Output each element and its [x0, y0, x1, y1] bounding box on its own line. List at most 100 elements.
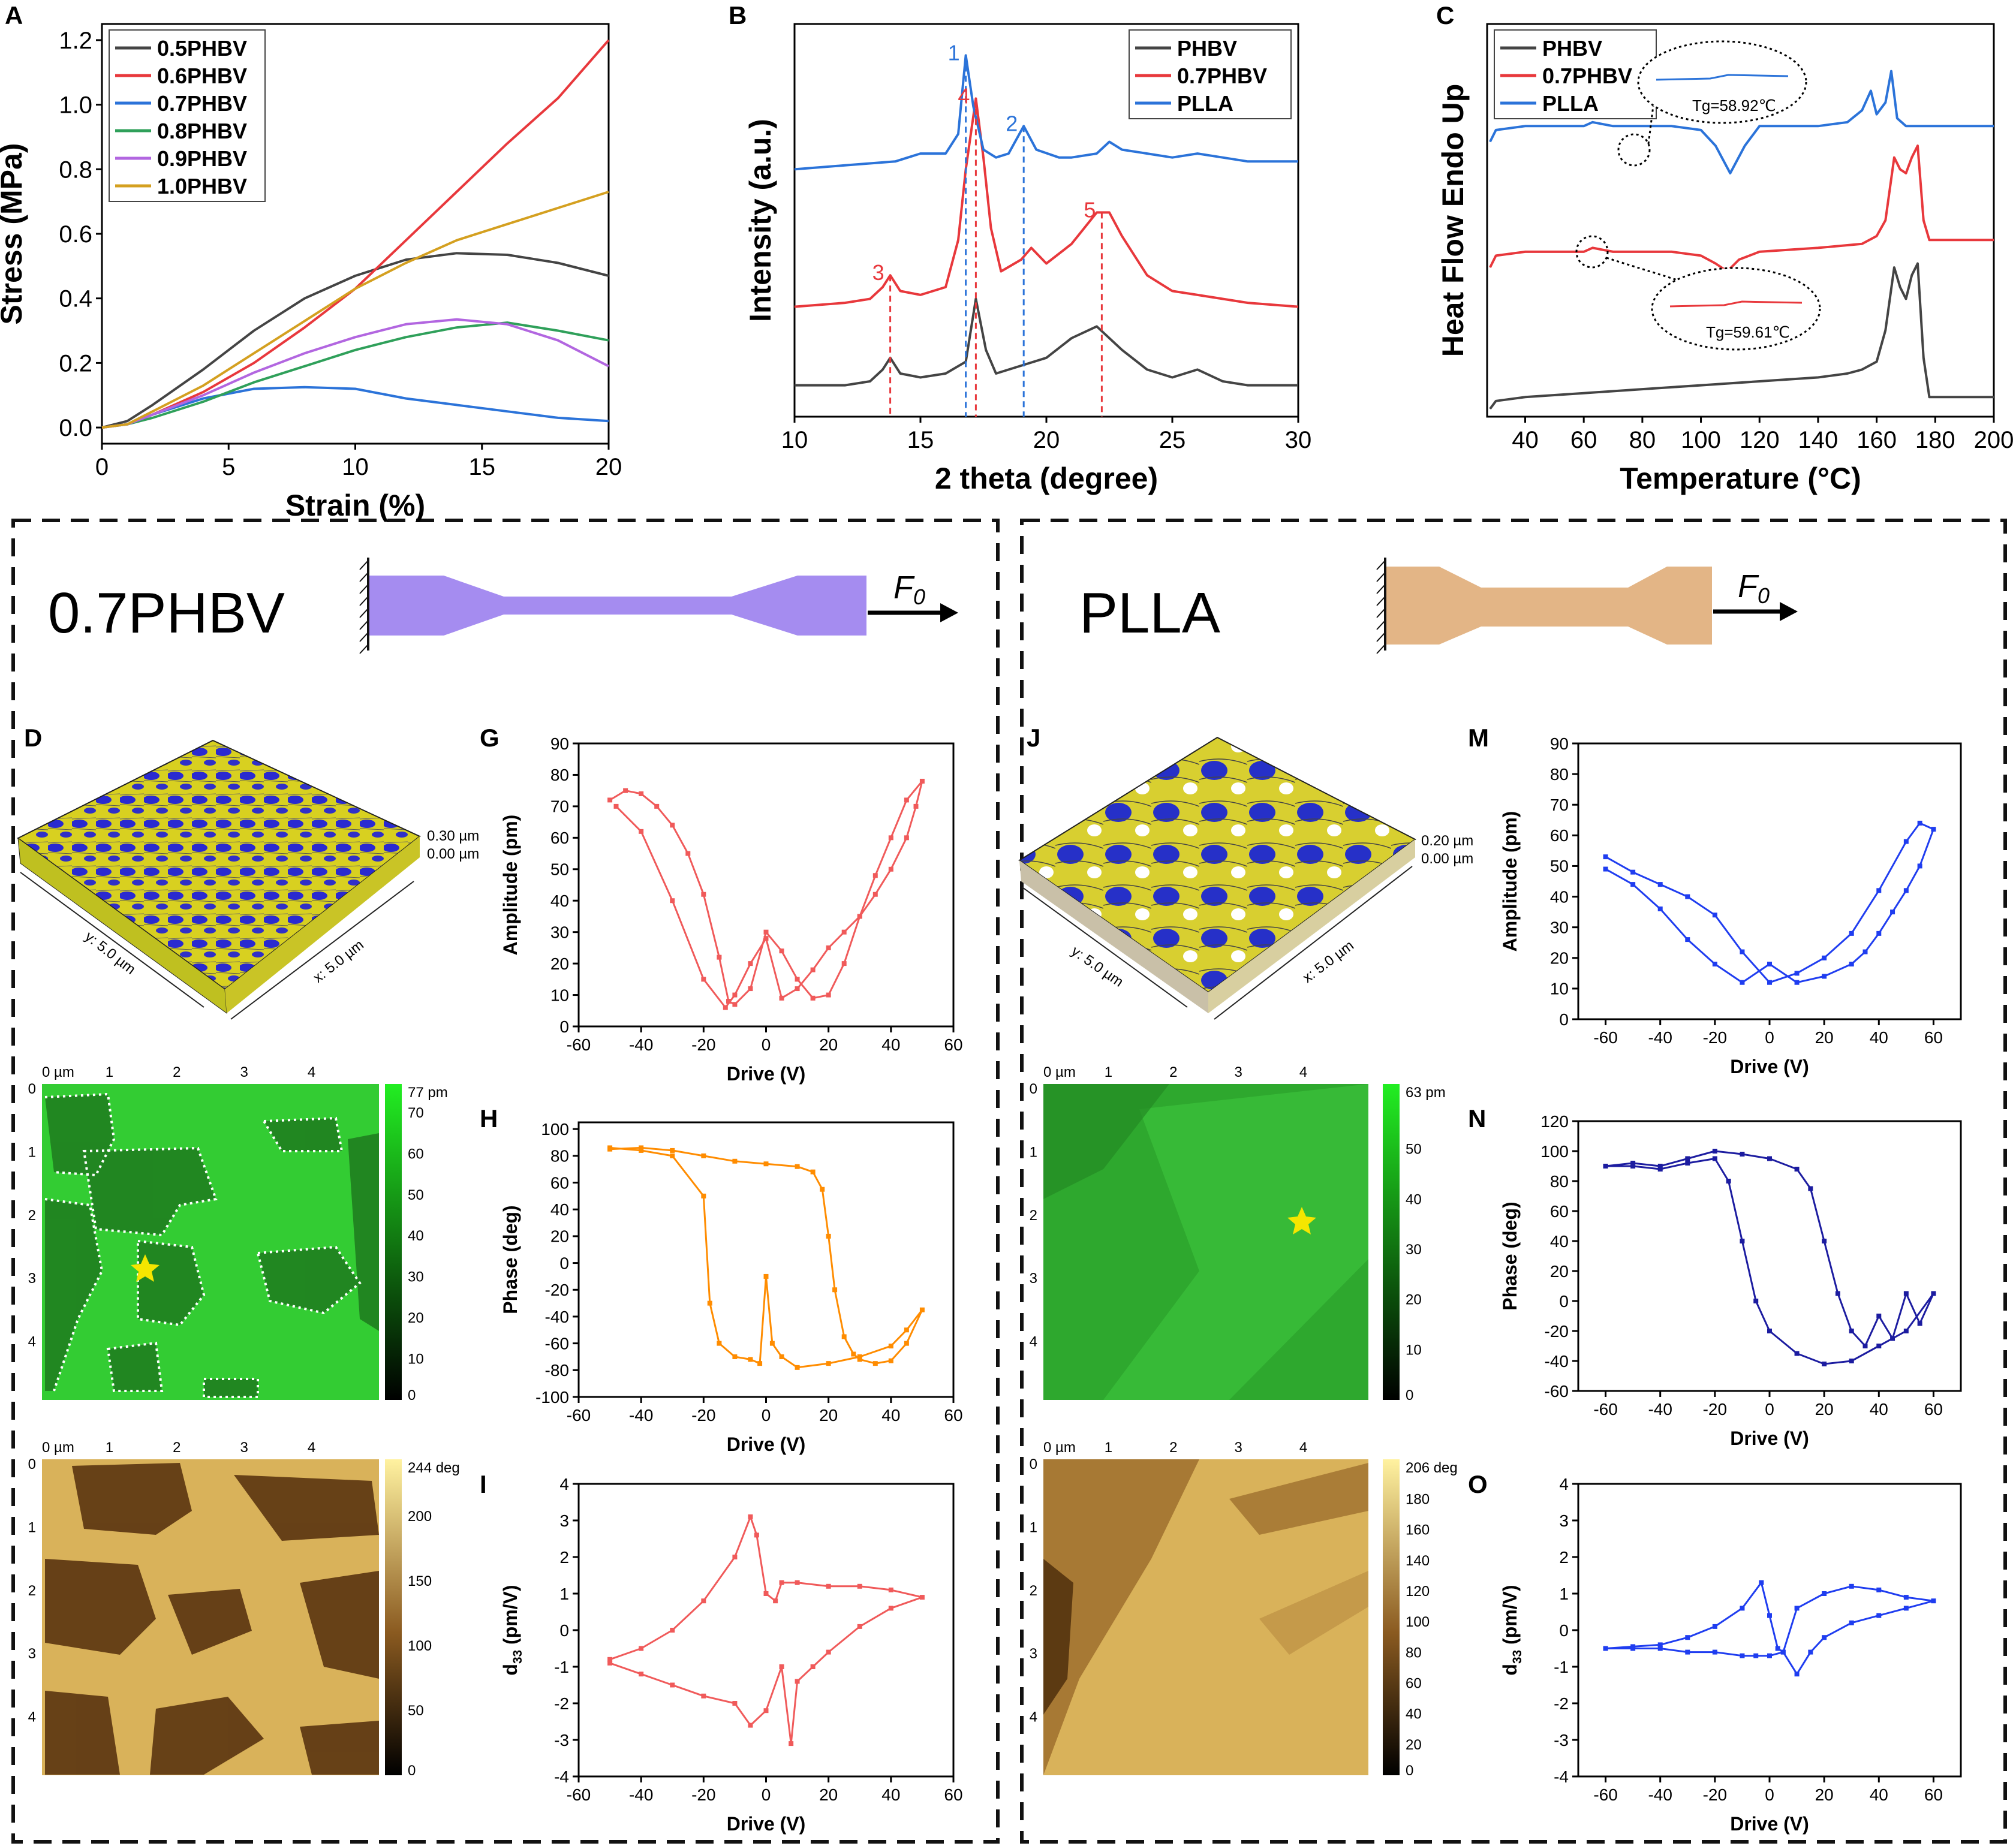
series-point-h-0-18: [904, 1327, 909, 1333]
x-tick-label-c-7: 180: [1915, 427, 1955, 453]
y-tick-label-h-7: 40: [550, 1200, 569, 1219]
series-point-h-0-28: [732, 1354, 738, 1359]
y-tick-label-g-8: 80: [550, 766, 569, 784]
series-line-c-0: [1489, 262, 1994, 410]
colorbar-tick-e-1: 60: [408, 1146, 424, 1162]
pfm-amplitude-map-k: [1043, 1084, 1400, 1400]
series-point-i-0-20: [789, 1741, 794, 1746]
series-point-h-0-33: [639, 1148, 644, 1153]
series-point-n-0-21: [1822, 1362, 1827, 1366]
series-point-i-0-18: [810, 1664, 816, 1669]
series-point-g-0-25: [872, 892, 878, 897]
series-point-i-0-14: [919, 1595, 925, 1600]
pfm-phase-map-l: [1043, 1459, 1400, 1775]
plot-frame-c: [1486, 23, 1995, 418]
chart-m: -60 -40 -20 0 20 40 60 0 10 20 30 40 50 60 70 80 90 Drive…: [1499, 734, 1962, 1077]
series-point-n-0-20: [1849, 1359, 1854, 1363]
y-tick-label-m-0: 0: [1559, 1010, 1569, 1029]
section-frame-right: [1020, 519, 2007, 1844]
series-line-b-1: [794, 97, 1299, 308]
series-point-g-0-39: [613, 803, 619, 809]
map-y-tick-f-3: 3: [28, 1646, 36, 1662]
y-tick-label-n-2: -20: [1545, 1322, 1569, 1341]
series-point-i-0-28: [607, 1660, 613, 1666]
x-tick-label-o-2: -20: [1703, 1785, 1727, 1804]
map-y-tick-f-0: 0: [28, 1456, 36, 1472]
series-point-m-0-17: [1876, 930, 1882, 936]
series-point-i-0-19: [795, 1679, 800, 1684]
y-tick-label-o-4: 0: [1559, 1621, 1569, 1640]
series-point-g-0-29: [810, 967, 816, 972]
series-point-h-0-5: [763, 1161, 769, 1167]
series-point-g-0-27: [841, 929, 847, 935]
series-point-g-0-28: [826, 945, 831, 950]
colorbar-max-e: 77 pm: [408, 1085, 448, 1101]
colorbar-tick-k-5: 0: [1406, 1387, 1413, 1404]
map-y-tick-e-4: 4: [28, 1334, 36, 1350]
force-label-left: F0: [893, 570, 925, 609]
series-point-i-0-23: [748, 1722, 753, 1728]
map-y-tick-f-1: 1: [28, 1519, 36, 1535]
series-point-o-0-15: [1931, 1598, 1936, 1604]
x-tick-label-o-4: 20: [1815, 1785, 1834, 1804]
series-point-i-0-25: [701, 1693, 706, 1699]
series-point-i-0-7: [763, 1591, 769, 1596]
x-tick-label-c-3: 100: [1681, 427, 1721, 453]
y-tick-label-o-0: -4: [1554, 1767, 1569, 1786]
map-x-tick-f-3: 3: [240, 1440, 248, 1456]
colorbar-tick-f-2: 100: [408, 1638, 432, 1654]
map-y-tick-l-1: 1: [1030, 1519, 1037, 1535]
map-y-tick-l-3: 3: [1030, 1646, 1037, 1662]
colorbar-tick-k-4: 10: [1406, 1342, 1422, 1358]
series-point-n-0-26: [1726, 1179, 1731, 1184]
y-tick-label-g-6: 60: [550, 829, 569, 847]
series-point-n-0-8: [1808, 1186, 1813, 1191]
series-point-h-0-15: [888, 1358, 893, 1363]
x-tick-label-m-6: 60: [1924, 1028, 1943, 1047]
map-x-tick-f-2: 2: [173, 1440, 180, 1456]
inset-curve-c-0: [1656, 74, 1789, 81]
map-x-tick-e-0: 0 µm: [42, 1064, 74, 1080]
y-tick-label-h-2: -60: [545, 1334, 569, 1353]
series-point-n-0-3: [1685, 1156, 1690, 1161]
colorbar-tick-e-0: 70: [408, 1105, 424, 1121]
y-tick-label-g-5: 50: [550, 860, 569, 879]
series-point-o-0-3: [1685, 1635, 1690, 1640]
chart-g: -60 -40 -20 0 20 40 60 0 10 20 30 40 50 60 70 80 90 Drive…: [500, 734, 962, 1085]
x-tick-label-i-0: -60: [567, 1785, 591, 1804]
specimen-diagram-left: F0: [359, 558, 958, 654]
series-point-g-0-26: [857, 914, 862, 919]
inset-label-c-1: Tg=59.61℃: [1706, 323, 1790, 341]
inset-connector-c-0: [1647, 106, 1654, 144]
map-x-tick-l-3: 3: [1235, 1440, 1242, 1456]
series-point-g-0-12: [779, 948, 784, 954]
x-tick-label-a-4: 20: [595, 454, 622, 480]
colorbar-tick-k-2: 30: [1406, 1242, 1422, 1258]
series-point-g-0-31: [779, 995, 784, 1001]
y-tick-label-g-0: 0: [559, 1017, 569, 1036]
series-point-m-0-28: [1603, 866, 1608, 872]
section-frame-left: [11, 519, 1000, 1844]
x-tick-label-a-3: 15: [469, 454, 496, 480]
series-point-h-0-34: [607, 1145, 613, 1151]
colorbar-tick-f-3: 50: [408, 1703, 424, 1719]
x-tick-label-n-3: 0: [1765, 1400, 1774, 1419]
series-point-g-0-3: [654, 803, 660, 809]
panel-letter-h: H: [480, 1104, 498, 1133]
legend-entry-a-1: 0.6PHBV: [157, 64, 247, 88]
y-tick-label-h-6: 20: [550, 1227, 569, 1246]
colorbar-tick-l-8: 20: [1406, 1737, 1422, 1753]
series-point-o-0-17: [1876, 1613, 1882, 1618]
y-tick-label-m-4: 40: [1550, 887, 1569, 906]
series-point-o-0-8: [1775, 1646, 1780, 1651]
series-point-i-0-17: [826, 1649, 831, 1655]
pfm-amplitude-map-e: [42, 1084, 402, 1400]
legend-entry-a-2: 0.7PHBV: [157, 91, 247, 116]
series-point-g-0-21: [919, 778, 925, 784]
series-point-m-0-15: [1903, 888, 1909, 893]
series-point-i-0-3: [701, 1598, 706, 1604]
pfm-phase-map-f: [42, 1459, 402, 1775]
series-point-o-0-19: [1822, 1635, 1827, 1640]
y-tick-label-i-0: -4: [554, 1767, 569, 1786]
series-point-o-0-18: [1849, 1620, 1854, 1625]
